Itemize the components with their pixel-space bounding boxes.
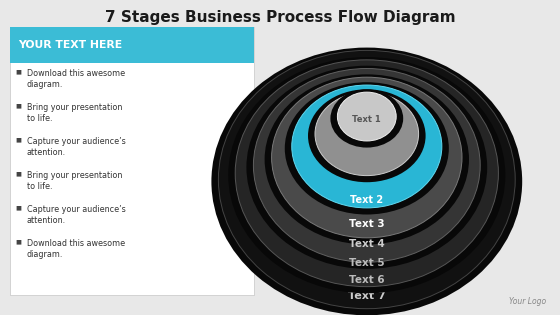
Text: ■: ■ xyxy=(16,239,21,244)
Ellipse shape xyxy=(235,60,498,287)
Ellipse shape xyxy=(253,68,480,262)
Text: ■: ■ xyxy=(16,171,21,176)
Text: Text 1: Text 1 xyxy=(352,115,381,124)
Text: Capture your audience’s
attention.: Capture your audience’s attention. xyxy=(27,205,125,225)
Ellipse shape xyxy=(246,66,487,269)
Ellipse shape xyxy=(315,92,419,176)
Text: Download this awesome
diagram.: Download this awesome diagram. xyxy=(27,239,125,259)
Ellipse shape xyxy=(284,82,449,215)
Text: Text 4: Text 4 xyxy=(349,239,385,249)
Text: Text 2: Text 2 xyxy=(350,195,384,205)
Text: Text 7: Text 7 xyxy=(348,291,386,301)
Text: 7 Stages Business Process Flow Diagram: 7 Stages Business Process Flow Diagram xyxy=(105,10,455,25)
Text: Download this awesome
diagram.: Download this awesome diagram. xyxy=(27,69,125,89)
Ellipse shape xyxy=(228,57,505,293)
Text: Bring your presentation
to life.: Bring your presentation to life. xyxy=(27,103,122,123)
Text: Bring your presentation
to life.: Bring your presentation to life. xyxy=(27,171,122,191)
Text: Capture your audience’s
attention.: Capture your audience’s attention. xyxy=(27,137,125,157)
FancyBboxPatch shape xyxy=(10,27,254,295)
Ellipse shape xyxy=(337,92,396,141)
Ellipse shape xyxy=(308,89,426,182)
Ellipse shape xyxy=(292,85,442,208)
Ellipse shape xyxy=(218,50,515,309)
Text: ■: ■ xyxy=(16,69,21,74)
Ellipse shape xyxy=(272,77,462,238)
Text: ■: ■ xyxy=(16,205,21,210)
Text: YOUR TEXT HERE: YOUR TEXT HERE xyxy=(18,40,123,50)
Ellipse shape xyxy=(330,89,403,147)
Ellipse shape xyxy=(211,48,522,315)
Text: Text 6: Text 6 xyxy=(349,275,385,285)
FancyBboxPatch shape xyxy=(10,27,254,63)
Text: Text 5: Text 5 xyxy=(349,258,385,268)
Ellipse shape xyxy=(265,74,469,244)
Text: Your Logo: Your Logo xyxy=(509,297,546,306)
Text: Text 3: Text 3 xyxy=(349,219,385,229)
Text: ■: ■ xyxy=(16,137,21,142)
Text: ■: ■ xyxy=(16,103,21,108)
